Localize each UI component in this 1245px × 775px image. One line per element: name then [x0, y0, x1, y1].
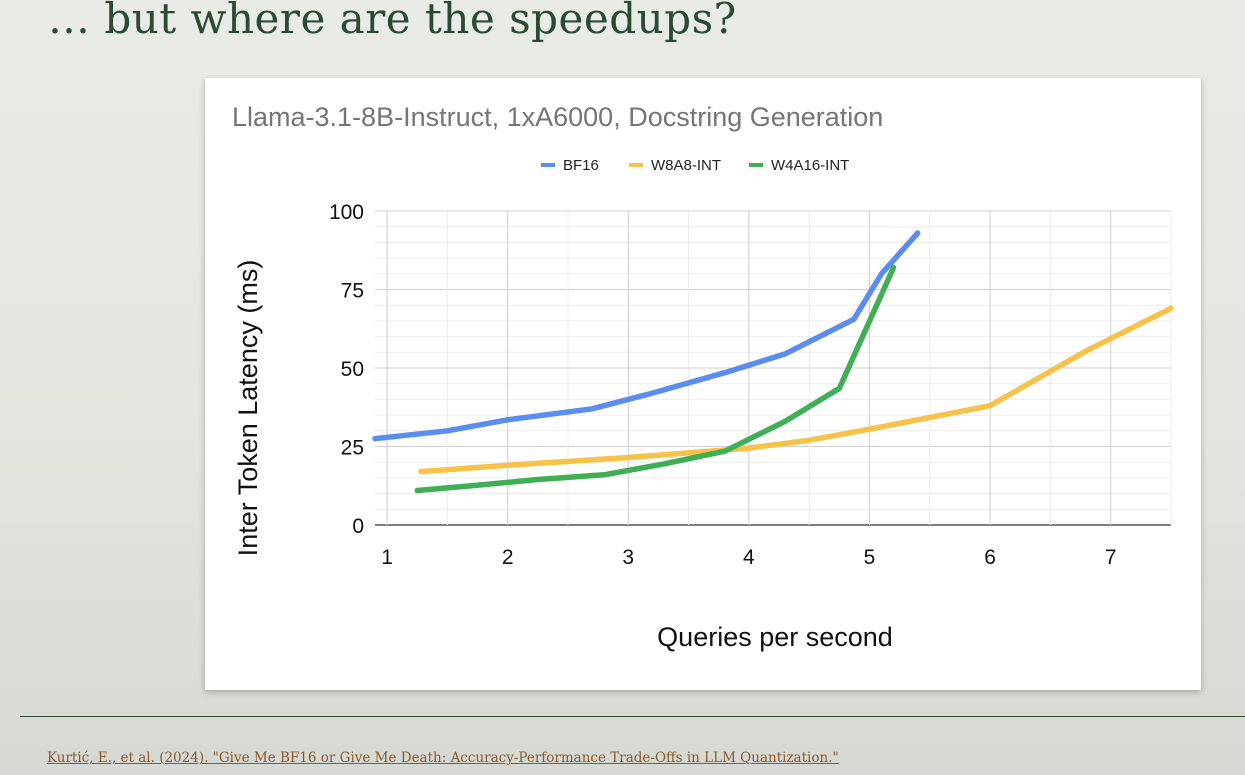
y-tick-label: 100 — [329, 201, 364, 224]
legend-label: BF16 — [563, 157, 599, 174]
line-chart: Llama-3.1-8B-Instruct, 1xA6000, Docstrin… — [232, 102, 1174, 652]
legend-label: W8A8-INT — [651, 157, 721, 174]
y-tick-label: 25 — [341, 437, 364, 460]
citation-link[interactable]: Kurtić, E., et al. (2024). "Give Me BF16… — [47, 750, 839, 766]
x-tick-label: 6 — [984, 546, 996, 569]
chart-card: Llama-3.1-8B-Instruct, 1xA6000, Docstrin… — [205, 78, 1201, 690]
chart-grid — [375, 210, 1172, 526]
x-axis-label: Queries per second — [657, 622, 893, 652]
x-tick-label: 2 — [502, 546, 514, 569]
series-line-bf16 — [372, 230, 921, 442]
x-axis-ticks: 1 2 3 4 5 6 7 — [381, 546, 1116, 569]
y-tick-label: 50 — [341, 358, 364, 381]
y-axis-label: Inter Token Latency (ms) — [233, 260, 263, 557]
slide-title: … but where are the speedups? — [48, 0, 737, 43]
chart-title: Llama-3.1-8B-Instruct, 1xA6000, Docstrin… — [232, 102, 883, 132]
x-tick-label: 4 — [743, 546, 755, 569]
chart-series-lines — [372, 230, 1174, 494]
chart-legend: BF16 W8A8-INT W4A16-INT — [541, 157, 849, 174]
y-tick-label: 0 — [352, 515, 364, 538]
y-tick-label: 75 — [341, 280, 364, 303]
footer-divider — [20, 716, 1245, 717]
series-line-w8a8-int — [418, 305, 1174, 475]
x-tick-label: 5 — [864, 546, 876, 569]
x-tick-label: 7 — [1105, 546, 1117, 569]
series-line-w4a16-int — [414, 264, 897, 494]
y-axis-ticks: 0 25 50 75 100 — [329, 201, 364, 538]
x-tick-label: 1 — [381, 546, 393, 569]
x-tick-label: 3 — [622, 546, 634, 569]
legend-label: W4A16-INT — [771, 157, 849, 174]
